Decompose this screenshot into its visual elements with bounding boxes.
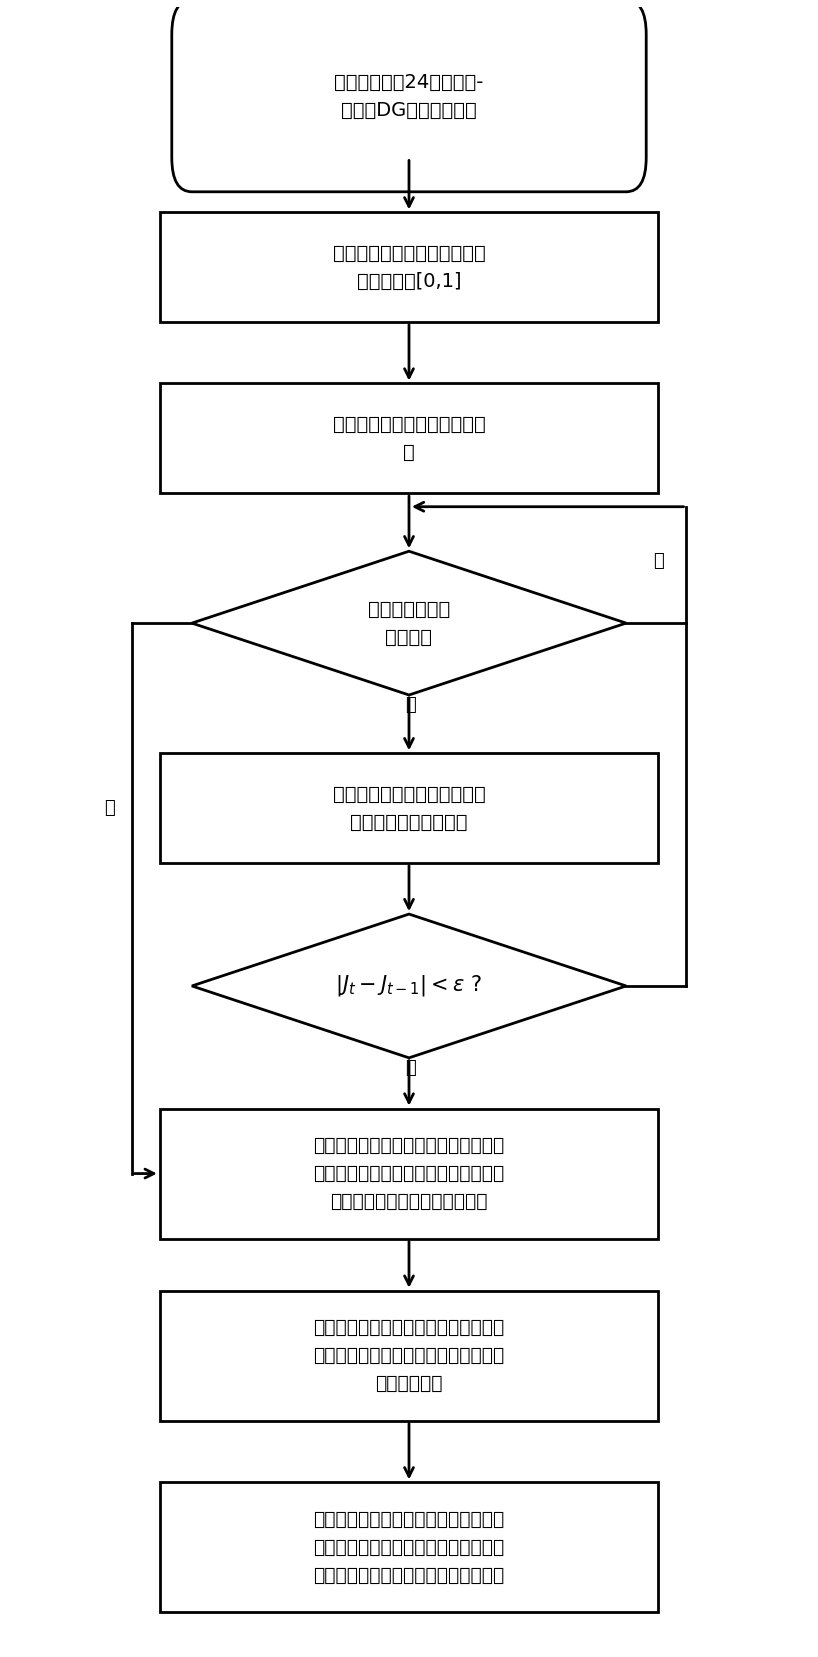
Bar xyxy=(160,754,658,863)
Text: 得到最佳模糊隶属度矩阵、聚类中心以
及最佳聚类数，将所有数据按最大隶属
度归类获得各时段负荷所属聚类: 得到最佳模糊隶属度矩阵、聚类中心以 及最佳聚类数，将所有数据按最大隶属 度归类获… xyxy=(313,1137,505,1211)
Text: 标准化等值负荷数据，将聚类
数据压缩在[0,1]: 标准化等值负荷数据，将聚类 数据压缩在[0,1] xyxy=(333,244,485,290)
Text: 否: 否 xyxy=(405,696,416,714)
Text: $|J_t - J_{t-1}| < \varepsilon$ ?: $|J_t - J_{t-1}| < \varepsilon$ ? xyxy=(335,973,483,999)
Text: 初始化参数、聚类数、聚类中
心: 初始化参数、聚类数、聚类中 心 xyxy=(333,414,485,462)
Bar xyxy=(160,212,658,321)
Text: 合成未来一天24时段负荷-
不可控DG等值负荷数据: 合成未来一天24时段负荷- 不可控DG等值负荷数据 xyxy=(335,73,483,119)
Polygon shape xyxy=(192,552,626,694)
Text: 是: 是 xyxy=(405,1059,416,1077)
Text: 根据公式更新聚类中心及隶属
度，计算式的目标函数: 根据公式更新聚类中心及隶属 度，计算式的目标函数 xyxy=(333,784,485,832)
Text: 是: 是 xyxy=(105,799,115,817)
Bar xyxy=(160,1483,658,1612)
Text: 否: 否 xyxy=(653,552,663,570)
Text: 对孤立时间点做平滑处理，选择与左右
两个时间点对应聚类中心更接近的类进
行修正，使负荷种类变化更具有连续性: 对孤立时间点做平滑处理，选择与左右 两个时间点对应聚类中心更接近的类进 行修正，… xyxy=(313,1510,505,1584)
Bar xyxy=(160,383,658,494)
Text: 记录各时段负荷聚类编号，按照时间顺
序排列，将隶属于同一聚类且相邻的时
段汇集成一段: 记录各时段负荷聚类编号，按照时间顺 序排列，将隶属于同一聚类且相邻的时 段汇集成… xyxy=(313,1319,505,1394)
Bar xyxy=(160,1109,658,1238)
Bar xyxy=(160,1291,658,1420)
FancyBboxPatch shape xyxy=(172,0,646,192)
Polygon shape xyxy=(192,915,626,1057)
Text: 是否达到最大迭
代次数？: 是否达到最大迭 代次数？ xyxy=(368,600,450,646)
